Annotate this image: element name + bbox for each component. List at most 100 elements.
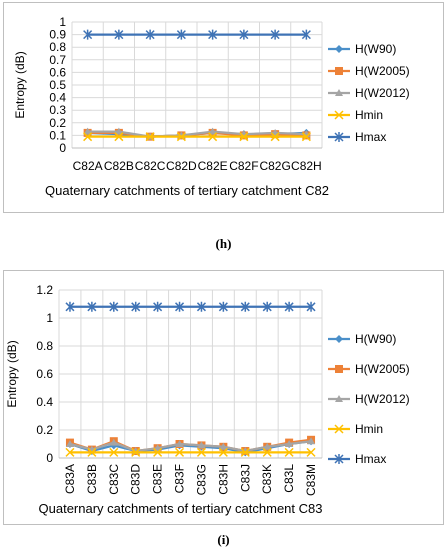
data-point [270,132,280,142]
data-point [262,447,272,457]
data-point [285,440,294,447]
caption-h: (h) [215,236,232,251]
legend-marker [334,110,344,120]
y-tick-label: 0.2 [36,423,53,437]
legend-entry: Hmax [328,452,386,466]
legend-label: Hmax [355,130,386,144]
x-tick-label: C83H [216,464,230,495]
y-tick-label: 0.9 [49,28,66,42]
data-point [270,29,280,40]
data-point [145,132,155,142]
data-point [284,447,294,457]
data-point [153,301,163,312]
data-point [87,301,97,312]
x-tick-label: C83J [238,464,252,492]
caption-i: (i) [217,532,230,547]
x-tick-label: C83B [85,464,99,494]
legend-marker [335,89,343,96]
gridlines [71,21,323,149]
x-tick-label: C83G [194,464,208,495]
y-axis-label: Entropy (dB) [5,340,19,407]
legend-label: H(W2012) [355,392,410,406]
y-tick-label: 0.3 [49,103,66,117]
y-axis-label: Entropy (dB) [13,51,27,118]
x-tick-label: C83L [282,464,296,493]
data-point [208,132,218,142]
y-tick-label: 0 [46,451,53,465]
data-point [109,447,119,457]
legend-marker [335,335,343,343]
legend-entry: H(W2005) [328,64,410,78]
legend-label: H(W2012) [355,86,410,100]
x-tick-label: C83E [151,464,165,494]
data-point [175,440,184,447]
x-tick-label: C82G [259,159,290,173]
data-point [239,29,249,40]
x-tick-label: C83M [304,464,318,496]
data-point [114,127,123,135]
x-tick-label: C82F [229,159,258,173]
data-point [240,447,250,457]
x-tick-label: C83K [260,464,274,494]
x-tick-label: C82B [104,159,134,173]
data-point [87,447,97,457]
x-tick-label: C83A [63,464,77,494]
series-line [87,130,307,138]
x-tick-label: C83F [173,464,187,493]
data-point [239,132,249,142]
y-tick-label: 0.5 [49,78,66,92]
y-tick-label: 1 [46,311,53,325]
data-point [83,29,93,40]
data-point [114,29,124,40]
data-point [175,447,185,457]
data-point [306,447,316,457]
x-axis-label: Quaternary catchments of tertiary catchm… [45,183,329,198]
legend-entry: H(W90) [328,332,396,346]
data-point [218,447,228,457]
legend-label: Hmax [355,452,386,466]
y-tick-label: 0 [59,141,66,155]
legend-entry: H(W90) [328,42,396,56]
y-tick-label: 0.4 [49,91,66,105]
series-Hmin [65,447,316,457]
data-point [284,301,294,312]
legend-marker [334,424,344,434]
x-tick-label: C82E [198,159,228,173]
data-point [114,132,124,142]
legend-label: H(W2005) [355,64,410,78]
data-point [307,437,316,445]
data-point [83,132,93,142]
data-point [262,301,272,312]
data-point [196,447,206,457]
data-point [145,29,155,40]
legend-marker [334,454,344,464]
y-tick-label: 0.6 [49,65,66,79]
legend-marker [335,395,343,402]
x-tick-label: C83D [129,464,143,495]
data-point [263,442,272,450]
legend-label: H(W2005) [355,362,410,376]
series-Hmax [83,29,311,40]
data-point [131,301,141,312]
data-point [109,438,118,446]
y-tick-label: 0.6 [36,367,53,381]
data-point [83,127,92,135]
data-point [175,301,185,312]
y-tick-label: 1 [59,15,66,29]
y-tick-label: 0.7 [49,53,66,67]
data-point [65,440,74,447]
x-axis-label: Quaternary catchments of tertiary catchm… [39,501,323,516]
legend-marker [335,45,343,53]
data-point [301,29,311,40]
legend-label: H(W90) [355,332,396,346]
chart-panel-i: 0 0.2 0.4 0.6 0.8 1 1.2 C83A C83B C83C C83D C83E C83… [3,270,444,525]
chart-panel-h: 0 0.1 0.2 0.3 0.4 0.5 0.6 0.7 0.8 0.9 1 C82A C82B C82… [3,2,444,213]
legend-marker [334,132,344,142]
gridlines [58,289,323,459]
data-point [176,132,186,142]
y-tick-label: 0.8 [36,339,53,353]
data-point [218,301,228,312]
legend-label: H(W90) [355,42,396,56]
legend-entry: Hmax [328,130,386,144]
data-point [131,447,141,457]
